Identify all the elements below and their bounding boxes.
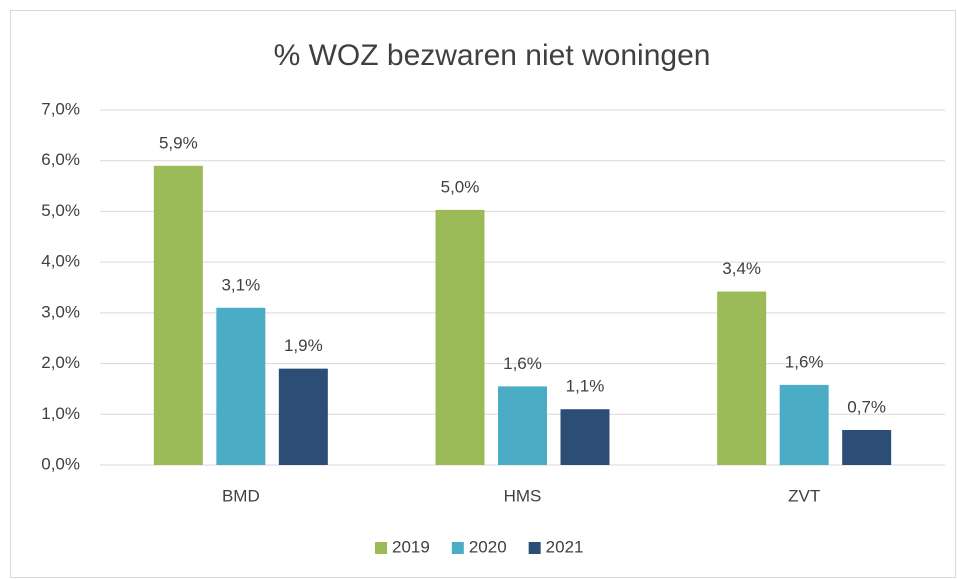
- y-tick-label: 2,0%: [41, 353, 80, 372]
- data-label: 3,4%: [722, 259, 761, 278]
- y-tick-label: 1,0%: [41, 404, 80, 423]
- data-label: 5,9%: [159, 133, 198, 152]
- bar: [278, 368, 328, 465]
- y-tick-label: 6,0%: [41, 150, 80, 169]
- legend-swatch: [375, 542, 387, 554]
- data-label: 5,0%: [441, 177, 480, 196]
- data-label: 1,9%: [284, 336, 323, 355]
- bar: [842, 430, 892, 465]
- data-label: 1,6%: [785, 352, 824, 371]
- bar: [560, 409, 610, 465]
- data-label: 3,1%: [221, 275, 260, 294]
- chart-title: % WOZ bezwaren niet woningen: [274, 39, 711, 72]
- y-tick-label: 3,0%: [41, 302, 80, 321]
- y-tick-label: 5,0%: [41, 201, 80, 220]
- legend-label: 2021: [546, 537, 584, 556]
- bar: [779, 384, 829, 465]
- legend-swatch: [528, 542, 541, 554]
- bar: [153, 165, 203, 466]
- data-label: 0,7%: [847, 397, 886, 416]
- legend-label: 2020: [469, 537, 507, 556]
- x-tick-label: HMS: [504, 486, 542, 505]
- x-tick-label: BMD: [222, 486, 260, 505]
- bar: [216, 307, 266, 465]
- legend-swatch: [451, 542, 464, 554]
- bar: [717, 291, 767, 465]
- bar: [435, 209, 485, 465]
- y-tick-label: 4,0%: [41, 252, 80, 271]
- x-tick-label: ZVT: [788, 486, 820, 505]
- y-tick-label: 0,0%: [41, 454, 80, 473]
- y-tick-label: 7,0%: [41, 99, 80, 118]
- bar: [498, 386, 547, 465]
- data-label: 1,6%: [503, 354, 542, 373]
- legend-label: 2019: [392, 537, 430, 556]
- data-label: 1,1%: [566, 377, 605, 396]
